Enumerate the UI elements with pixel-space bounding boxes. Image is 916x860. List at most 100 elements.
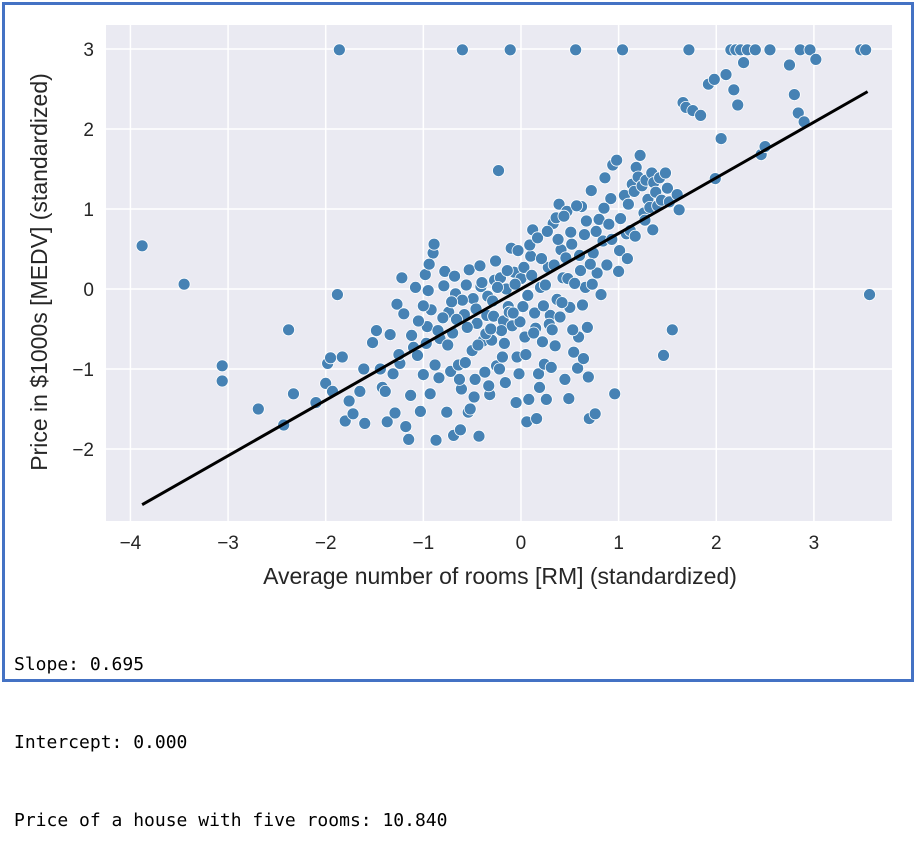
data-point — [863, 288, 876, 302]
data-point — [657, 348, 670, 362]
data-point — [517, 260, 531, 274]
data-point — [748, 43, 762, 57]
data-point — [478, 365, 492, 379]
data-point — [503, 43, 517, 57]
data-point — [390, 297, 404, 311]
data-point — [536, 335, 549, 349]
data-point — [583, 257, 597, 271]
data-point — [585, 277, 599, 291]
data-point — [471, 338, 485, 352]
data-point — [380, 415, 394, 429]
data-point — [463, 402, 477, 416]
data-point — [576, 298, 589, 312]
data-point — [427, 237, 441, 251]
data-point — [455, 43, 469, 57]
y-tick-label: 0 — [83, 280, 94, 301]
data-point — [527, 326, 541, 340]
data-point — [335, 350, 349, 364]
data-point — [646, 223, 660, 237]
data-point — [535, 252, 548, 266]
x-tick-label: 3 — [809, 533, 820, 554]
data-point — [215, 374, 229, 388]
data-point — [386, 367, 400, 381]
data-point — [661, 181, 674, 195]
data-point — [533, 380, 546, 394]
data-point — [498, 376, 512, 390]
data-point — [612, 264, 626, 278]
data-point — [524, 249, 538, 263]
console-output: Slope: 0.695 Intercept: 0.000 Price of a… — [14, 600, 447, 860]
data-point — [539, 392, 553, 406]
data-point — [731, 98, 745, 112]
data-point — [342, 394, 356, 408]
data-point — [491, 280, 504, 294]
slope-text: Slope: 0.695 — [14, 654, 145, 675]
data-point — [727, 83, 741, 97]
data-point — [613, 244, 626, 258]
data-point — [604, 192, 618, 206]
data-point — [440, 405, 454, 419]
data-point — [512, 367, 526, 381]
data-point — [682, 43, 696, 57]
data-point — [584, 184, 598, 198]
data-point — [538, 278, 552, 292]
data-point — [531, 231, 544, 245]
data-point — [135, 239, 149, 253]
data-point — [578, 228, 591, 242]
data-point — [694, 109, 708, 122]
data-point — [358, 416, 372, 430]
data-point — [215, 359, 229, 373]
data-point — [378, 384, 392, 398]
data-point — [468, 372, 482, 386]
price-text: Price of a house with five rooms: 10.840 — [14, 810, 448, 831]
data-point — [659, 166, 672, 180]
data-point — [370, 324, 383, 338]
data-point — [616, 43, 629, 57]
data-point — [508, 277, 522, 291]
data-point — [395, 271, 409, 285]
data-point — [511, 244, 525, 258]
x-tick-label: 1 — [613, 533, 624, 554]
data-point — [429, 433, 443, 447]
data-point — [475, 276, 489, 290]
data-point — [482, 379, 496, 393]
data-point — [416, 368, 430, 382]
data-point — [590, 266, 604, 280]
data-point — [462, 263, 476, 277]
data-point — [719, 68, 733, 81]
data-point — [537, 299, 550, 313]
data-point — [628, 229, 642, 243]
data-point — [581, 370, 595, 384]
data-point — [484, 322, 498, 336]
data-point — [610, 153, 624, 167]
data-point — [459, 278, 473, 292]
data-point — [564, 225, 578, 239]
data-point — [665, 323, 679, 337]
data-point — [397, 307, 411, 321]
data-point — [530, 412, 543, 426]
data-point — [544, 360, 558, 374]
data-point — [324, 351, 337, 365]
data-point — [714, 132, 728, 146]
y-tick-label: −1 — [72, 360, 94, 381]
data-point — [500, 264, 514, 278]
data-point — [346, 407, 360, 421]
data-point — [562, 392, 576, 406]
data-point — [332, 43, 346, 57]
data-point — [859, 43, 873, 57]
data-point — [516, 300, 530, 314]
data-point — [413, 404, 427, 418]
data-point — [580, 320, 594, 334]
x-tick-labels: −4 −3 −2 −1 0 1 2 3 — [120, 533, 820, 554]
scatter-plot: −4 −3 −2 −1 0 1 2 3 −2 −1 0 1 2 3 Average number of … — [26, 25, 892, 589]
data-points — [135, 43, 876, 447]
data-point — [532, 367, 545, 381]
data-point — [787, 88, 801, 101]
data-point — [177, 277, 191, 291]
data-point — [453, 372, 466, 386]
data-point — [388, 406, 402, 420]
data-point — [737, 56, 750, 69]
data-point — [548, 339, 562, 353]
data-point — [422, 257, 436, 271]
data-point — [509, 396, 523, 410]
